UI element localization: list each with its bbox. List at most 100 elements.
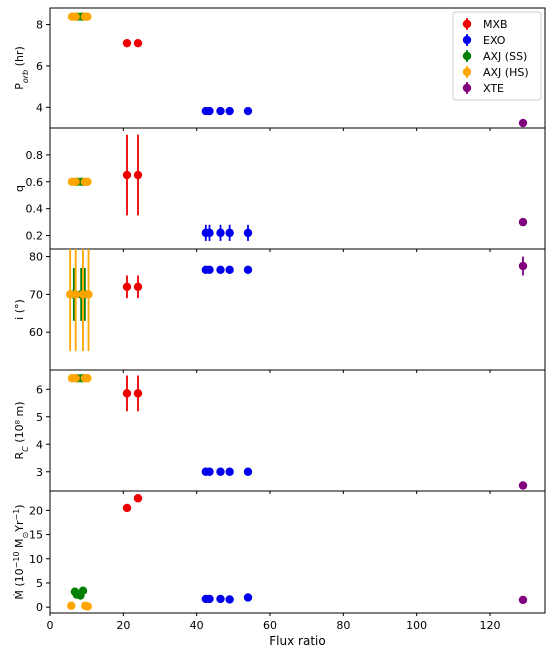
data-point (225, 106, 234, 116)
data-point (205, 106, 214, 116)
data-point (83, 177, 92, 186)
data-point (216, 594, 225, 604)
data-point (243, 593, 253, 602)
data-point (518, 481, 528, 490)
legend-label: AXJ (SS) (483, 50, 527, 63)
legend-marker (462, 19, 472, 29)
y-tick-label: 5 (36, 577, 43, 590)
data-point (83, 602, 92, 611)
data-point (67, 601, 76, 610)
y-tick-label: 0.4 (26, 203, 44, 216)
x-axis: 0 20 40 60 80 100 120 (47, 619, 501, 632)
y-tick-label: 4 (36, 438, 43, 451)
x-tick-label: 100 (406, 619, 427, 632)
x-tick-label: 0 (47, 619, 54, 632)
panel-incl: 60 70 80 i (°) (13, 248, 546, 373)
data-point (122, 282, 132, 292)
y-tick-label: 60 (29, 326, 43, 339)
data-point (225, 265, 234, 274)
data-point (243, 467, 253, 476)
data-point (122, 389, 132, 398)
y-tick-label: 0 (36, 601, 43, 614)
panel-q: 0.2 0.4 0.6 0.8 q (13, 127, 546, 252)
data-point (518, 261, 528, 271)
x-tick-label: 80 (336, 619, 350, 632)
data-point (205, 467, 214, 476)
data-point (122, 503, 132, 513)
data-point (216, 228, 225, 238)
data-layer (67, 12, 528, 128)
y-tick-label: 3 (36, 466, 43, 479)
data-point (243, 106, 253, 116)
data-point (71, 374, 80, 383)
data-point (122, 170, 132, 180)
data-layer (65, 249, 528, 352)
panel-mdot: 0 5 10 15 20Ṁ (10−10 M⊙Yr−1) (12, 490, 546, 616)
y-tick-label: 20 (29, 504, 43, 517)
data-point (225, 228, 234, 238)
legend-label: MXB (483, 18, 508, 31)
data-point (71, 290, 80, 299)
data-point (225, 595, 234, 604)
x-tick-label: 120 (480, 619, 501, 632)
y-tick-label: 10 (29, 553, 43, 566)
data-point (71, 177, 80, 186)
y-axis-label: Porb (hr) (13, 46, 30, 89)
data-layer (67, 134, 528, 241)
data-point (216, 467, 225, 476)
data-point (122, 38, 132, 48)
data-point (133, 282, 143, 292)
data-point (243, 265, 253, 274)
panel-frame (49, 127, 546, 250)
data-point (133, 38, 143, 48)
y-tick-label: 0.2 (26, 230, 44, 243)
legend-box (452, 11, 542, 101)
y-tick-label: 6 (36, 383, 43, 396)
x-tick-label: 60 (263, 619, 277, 632)
data-point (518, 118, 528, 128)
legend-label: EXO (483, 34, 506, 47)
data-point (133, 170, 143, 180)
data-point (71, 12, 80, 21)
legend-marker (462, 35, 472, 45)
legend: MXB EXO AXJ (SS) AXJ (HS) XTE (452, 11, 542, 101)
data-point (83, 12, 92, 21)
y-tick-label: 80 (29, 251, 43, 264)
y-tick-label: 4 (36, 101, 43, 114)
data-point (133, 494, 143, 503)
data-point (518, 595, 528, 605)
panel-frame (49, 248, 546, 371)
data-point (84, 290, 93, 299)
data-point (83, 374, 92, 383)
y-tick-label: 0.8 (26, 149, 44, 162)
data-point (205, 265, 214, 274)
y-tick-label: 8 (36, 19, 43, 32)
data-point (205, 594, 214, 604)
y-tick-label: 15 (29, 529, 43, 542)
y-axis-label: q (13, 185, 26, 192)
data-layer (67, 494, 528, 611)
panel-frame (49, 369, 546, 492)
data-point (518, 217, 528, 227)
y-axis-label: Ṁ (10−10 M⊙Yr−1) (12, 504, 30, 599)
x-axis-label: Flux ratio (269, 634, 325, 648)
legend-label: AXJ (HS) (483, 66, 529, 79)
data-layer (67, 374, 528, 490)
data-point (133, 389, 143, 398)
legend-label: XTE (483, 82, 504, 95)
x-tick-label: 20 (116, 619, 130, 632)
y-tick-label: 70 (29, 288, 43, 301)
y-tick-label: 6 (36, 60, 43, 73)
data-point (78, 586, 88, 595)
data-point (225, 467, 234, 476)
data-point (243, 228, 253, 238)
data-point (216, 106, 225, 116)
x-tick-label: 40 (190, 619, 204, 632)
panel-frame (49, 490, 546, 614)
panel-rc: 3 4 5 6 RC (10⁸ m) (13, 369, 546, 494)
y-axis-label: i (°) (13, 299, 26, 320)
legend-marker (462, 51, 472, 61)
y-tick-label: 5 (36, 411, 43, 424)
